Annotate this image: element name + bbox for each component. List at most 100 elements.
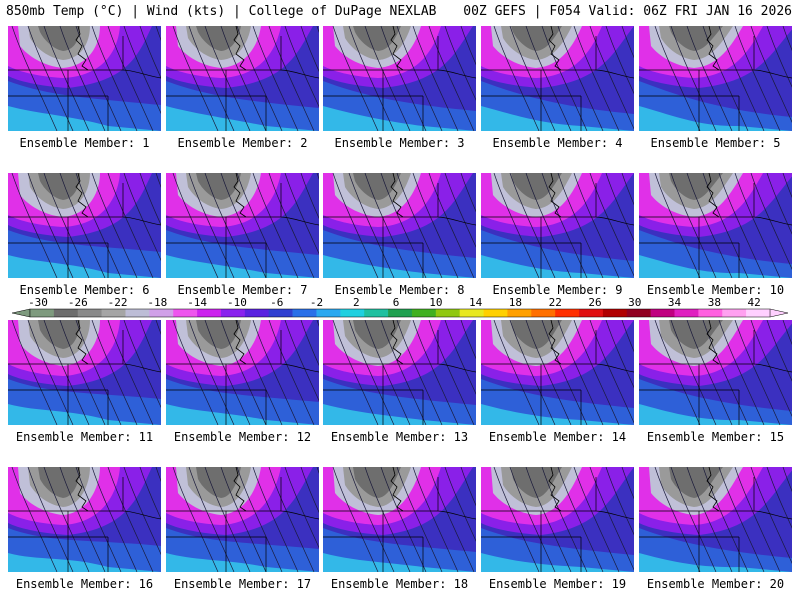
contour-line xyxy=(43,173,90,278)
contour-line xyxy=(605,173,634,242)
colorbar-tick-label: -6 xyxy=(270,296,283,309)
ensemble-member-map xyxy=(323,467,476,572)
ensemble-member-map xyxy=(323,320,476,425)
contour-line xyxy=(364,26,411,131)
contour-line xyxy=(364,173,411,278)
colorbar-segment xyxy=(722,309,747,317)
political-boundaries xyxy=(166,183,319,278)
temperature-shading xyxy=(639,106,792,131)
temperature-shading xyxy=(323,404,476,425)
contour-line xyxy=(236,320,283,425)
contour-line xyxy=(43,26,90,131)
contour-line xyxy=(172,467,219,572)
colorbar-tick-label: 2 xyxy=(353,296,360,309)
contour-line xyxy=(348,173,395,278)
ensemble-member-panel: Ensemble Member: 15 xyxy=(639,320,792,446)
contour-line xyxy=(27,320,74,425)
contour-line xyxy=(718,320,765,425)
contour-line xyxy=(139,320,161,373)
political-boundaries xyxy=(166,330,319,425)
colorbar-tick-label: 18 xyxy=(509,296,522,309)
contour-line xyxy=(734,320,781,425)
contour-line xyxy=(11,320,58,425)
contour-line xyxy=(493,26,540,131)
colorbar-tick-label: -22 xyxy=(108,296,128,309)
political-boundaries xyxy=(481,183,634,278)
colorbar-segment xyxy=(340,309,365,317)
contour-line xyxy=(396,320,443,425)
political-boundaries xyxy=(323,330,476,425)
contour-line xyxy=(557,467,604,572)
colorbar-tick-label: -30 xyxy=(28,296,48,309)
contour-line xyxy=(734,467,781,572)
temperature-shading xyxy=(481,528,634,572)
contour-line xyxy=(702,26,749,131)
ensemble-member-label: Ensemble Member: 20 xyxy=(646,577,785,591)
contour-line xyxy=(605,320,634,389)
contour-line xyxy=(155,173,161,188)
coastline xyxy=(390,173,404,218)
contour-line xyxy=(621,320,634,353)
contour-line xyxy=(59,467,106,572)
contour-line xyxy=(155,26,161,41)
contour-line xyxy=(332,320,379,425)
contour-line xyxy=(11,467,58,572)
temperature-shading xyxy=(8,404,161,425)
political-boundaries xyxy=(481,477,634,572)
contour-line xyxy=(252,467,299,572)
coastline xyxy=(233,26,247,71)
contour-line xyxy=(525,467,572,572)
contour-line xyxy=(380,320,427,425)
contour-line xyxy=(444,173,476,248)
ensemble-member-panel: Ensemble Member: 8 xyxy=(323,173,476,299)
contour-line xyxy=(412,467,459,572)
temperature-shading xyxy=(166,106,319,131)
contour-line xyxy=(428,320,475,425)
coastline xyxy=(548,320,562,365)
contour-line xyxy=(509,173,556,278)
contour-line xyxy=(654,467,701,572)
contour-line xyxy=(493,320,540,425)
temperature-shading xyxy=(8,255,161,278)
colorbar-segment xyxy=(602,309,628,317)
ensemble-member-map xyxy=(481,26,634,131)
contour-line xyxy=(252,173,299,278)
ensemble-member-map xyxy=(639,173,792,278)
contour-line xyxy=(493,173,540,278)
ensemble-member-panel: Ensemble Member: 2 xyxy=(166,26,319,152)
contour-line xyxy=(557,320,604,425)
contour-line xyxy=(188,467,235,572)
contour-line xyxy=(621,26,634,59)
coastline xyxy=(548,467,562,512)
contour-line xyxy=(268,173,315,278)
contour-line xyxy=(204,173,251,278)
political-boundaries xyxy=(8,36,161,131)
contour-line xyxy=(428,173,475,278)
colorbar-segment xyxy=(555,309,580,317)
contour-line xyxy=(27,467,74,572)
political-boundaries xyxy=(481,36,634,131)
ensemble-member-map xyxy=(639,26,792,131)
contour-line xyxy=(766,173,792,235)
colorbar-tick-label: -18 xyxy=(147,296,167,309)
colorbar-segment xyxy=(244,309,270,317)
temperature-shading xyxy=(8,106,161,131)
contour-line xyxy=(509,467,556,572)
contour-line xyxy=(589,320,634,424)
contour-line xyxy=(621,173,634,206)
colorbar-segment xyxy=(746,309,771,317)
colorbar-segment xyxy=(650,309,675,317)
triangle-right-icon xyxy=(769,308,789,318)
contour-line xyxy=(718,467,765,572)
ensemble-member-map xyxy=(166,320,319,425)
temperature-shading xyxy=(481,404,634,425)
coastline xyxy=(233,320,247,365)
contour-line xyxy=(444,467,476,542)
ensemble-member-label: Ensemble Member: 5 xyxy=(650,136,781,150)
political-boundaries xyxy=(639,36,792,131)
temperature-shading xyxy=(481,106,634,131)
contour-line xyxy=(766,320,792,382)
political-boundaries xyxy=(323,36,476,131)
contour-line xyxy=(460,26,476,66)
contour-line xyxy=(123,173,161,262)
